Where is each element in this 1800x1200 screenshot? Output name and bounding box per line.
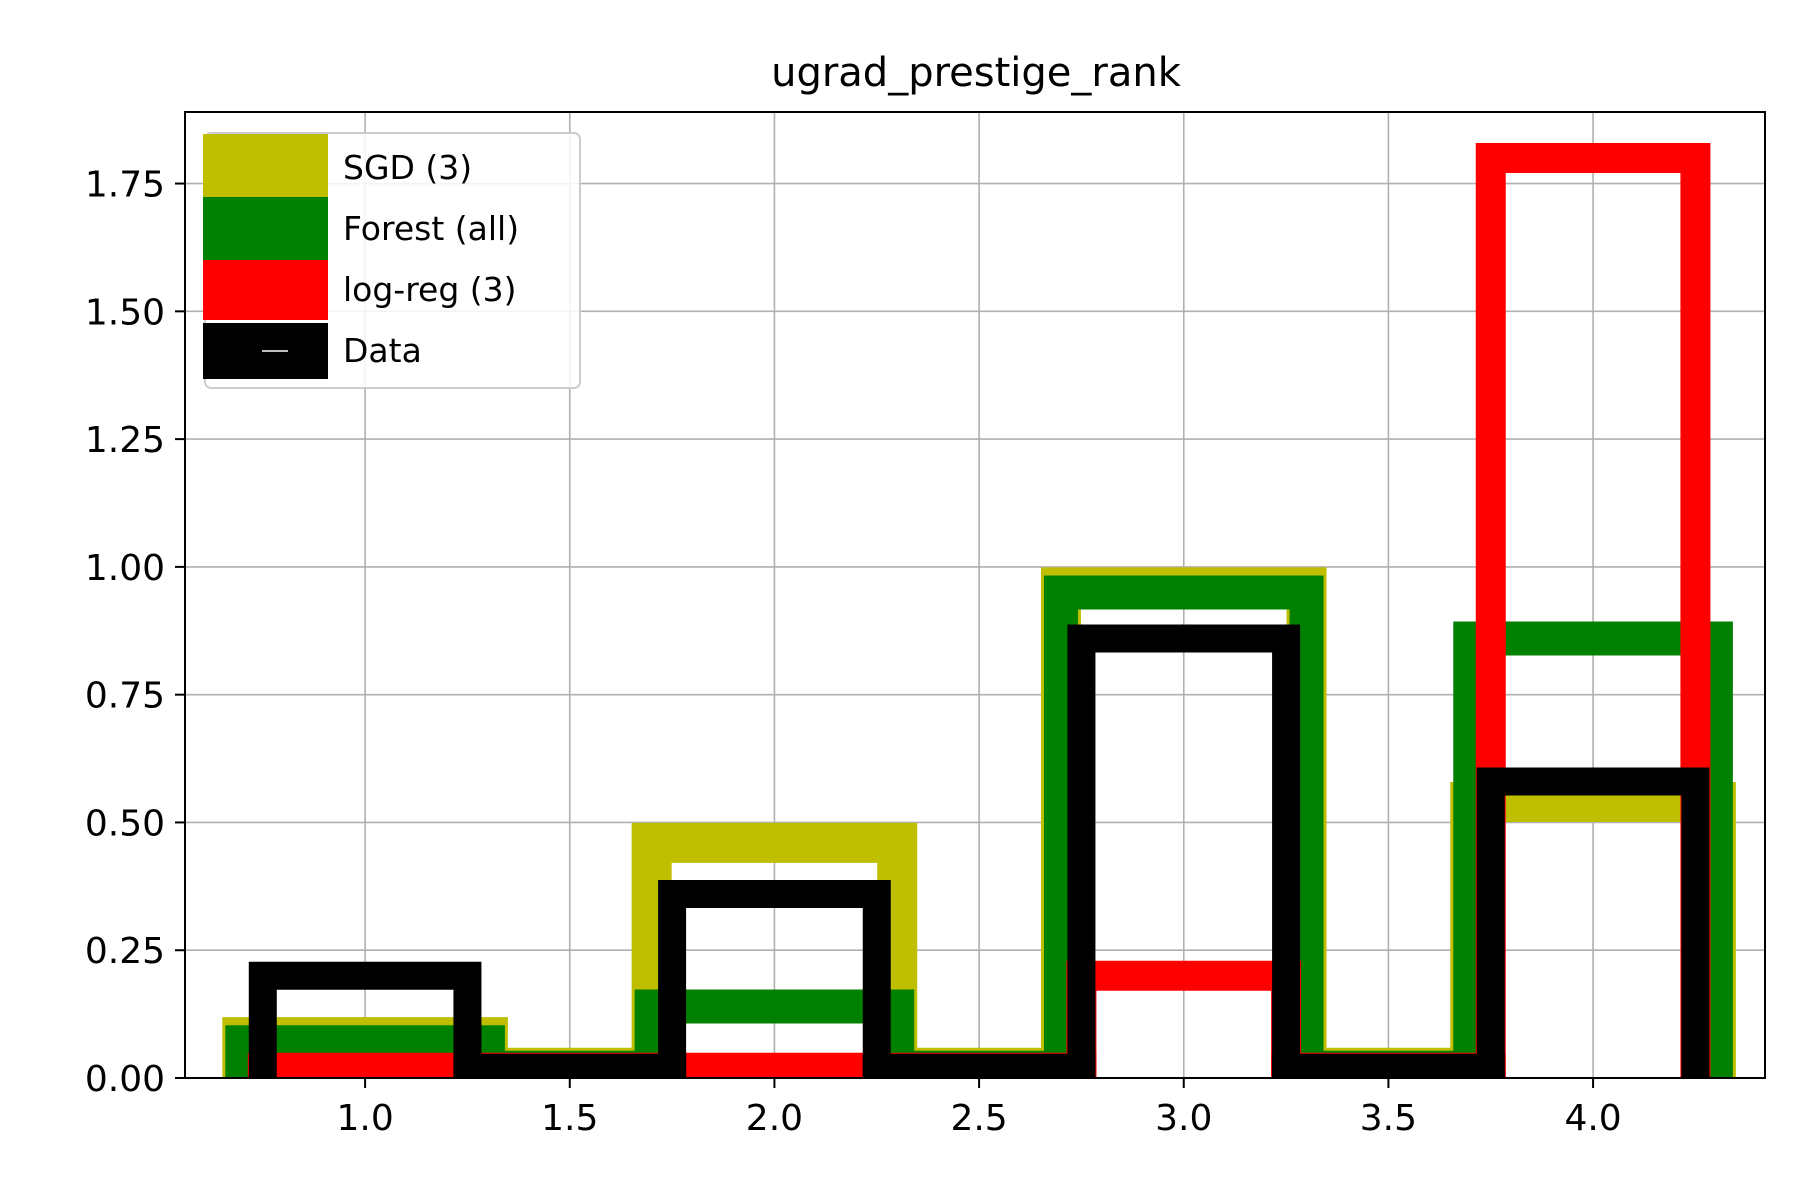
histogram-bin xyxy=(1453,621,1733,1078)
y-tick-label: 1.25 xyxy=(85,420,165,461)
histogram-bin xyxy=(453,1053,687,1078)
histogram-bin xyxy=(862,1053,1096,1078)
legend: SGD (3) Forest (all) log-reg (3) Data xyxy=(203,132,581,389)
y-tick-label: 1.50 xyxy=(85,292,165,333)
chart-title: ugrad_prestige_rank xyxy=(771,50,1182,96)
histogram-bin xyxy=(1272,1053,1505,1078)
legend-label: Data xyxy=(343,331,422,370)
legend-swatch xyxy=(203,134,328,202)
x-axis: 1.0 1.5 2.0 2.5 3.0 3.5 4.0 xyxy=(336,1078,1622,1139)
histogram-bin xyxy=(1476,767,1710,1078)
histogram-bin xyxy=(1043,575,1324,1078)
legend-swatch xyxy=(203,260,328,320)
y-axis: 0.00 0.25 0.50 0.75 1.00 1.25 1.50 1.75 xyxy=(85,165,185,1100)
series-layer xyxy=(222,143,1736,1078)
legend-label: SGD (3) xyxy=(343,148,472,187)
series-3 xyxy=(248,624,1710,1078)
y-tick-label: 0.25 xyxy=(85,931,165,972)
x-tick-label: 1.5 xyxy=(541,1098,598,1139)
x-tick-label: 2.5 xyxy=(950,1098,1007,1139)
histogram-bin xyxy=(631,822,918,1078)
histogram-bin xyxy=(657,1052,892,1078)
legend-label: Forest (all) xyxy=(343,209,519,248)
legend-swatch xyxy=(203,197,328,261)
histogram-bin xyxy=(658,880,891,1078)
y-tick-label: 0.50 xyxy=(85,803,165,844)
y-tick-label: 1.75 xyxy=(85,165,165,206)
y-tick-label: 0.75 xyxy=(85,676,165,717)
histogram-bin xyxy=(248,961,482,1078)
y-tick-label: 1.00 xyxy=(85,548,165,589)
x-tick-label: 1.0 xyxy=(336,1098,393,1139)
legend-label: log-reg (3) xyxy=(343,270,517,309)
plot-frame xyxy=(184,111,1766,1079)
histogram-bin xyxy=(1475,143,1711,1078)
x-tick-label: 3.5 xyxy=(1360,1098,1417,1139)
x-tick-label: 2.0 xyxy=(746,1098,803,1139)
histogram-bin xyxy=(634,989,915,1078)
histogram-bin xyxy=(1067,624,1301,1078)
y-tick-label: 0.00 xyxy=(85,1059,165,1100)
x-tick-label: 4.0 xyxy=(1564,1098,1621,1139)
x-tick-label: 3.0 xyxy=(1155,1098,1212,1139)
histogram-bin xyxy=(247,1052,483,1078)
